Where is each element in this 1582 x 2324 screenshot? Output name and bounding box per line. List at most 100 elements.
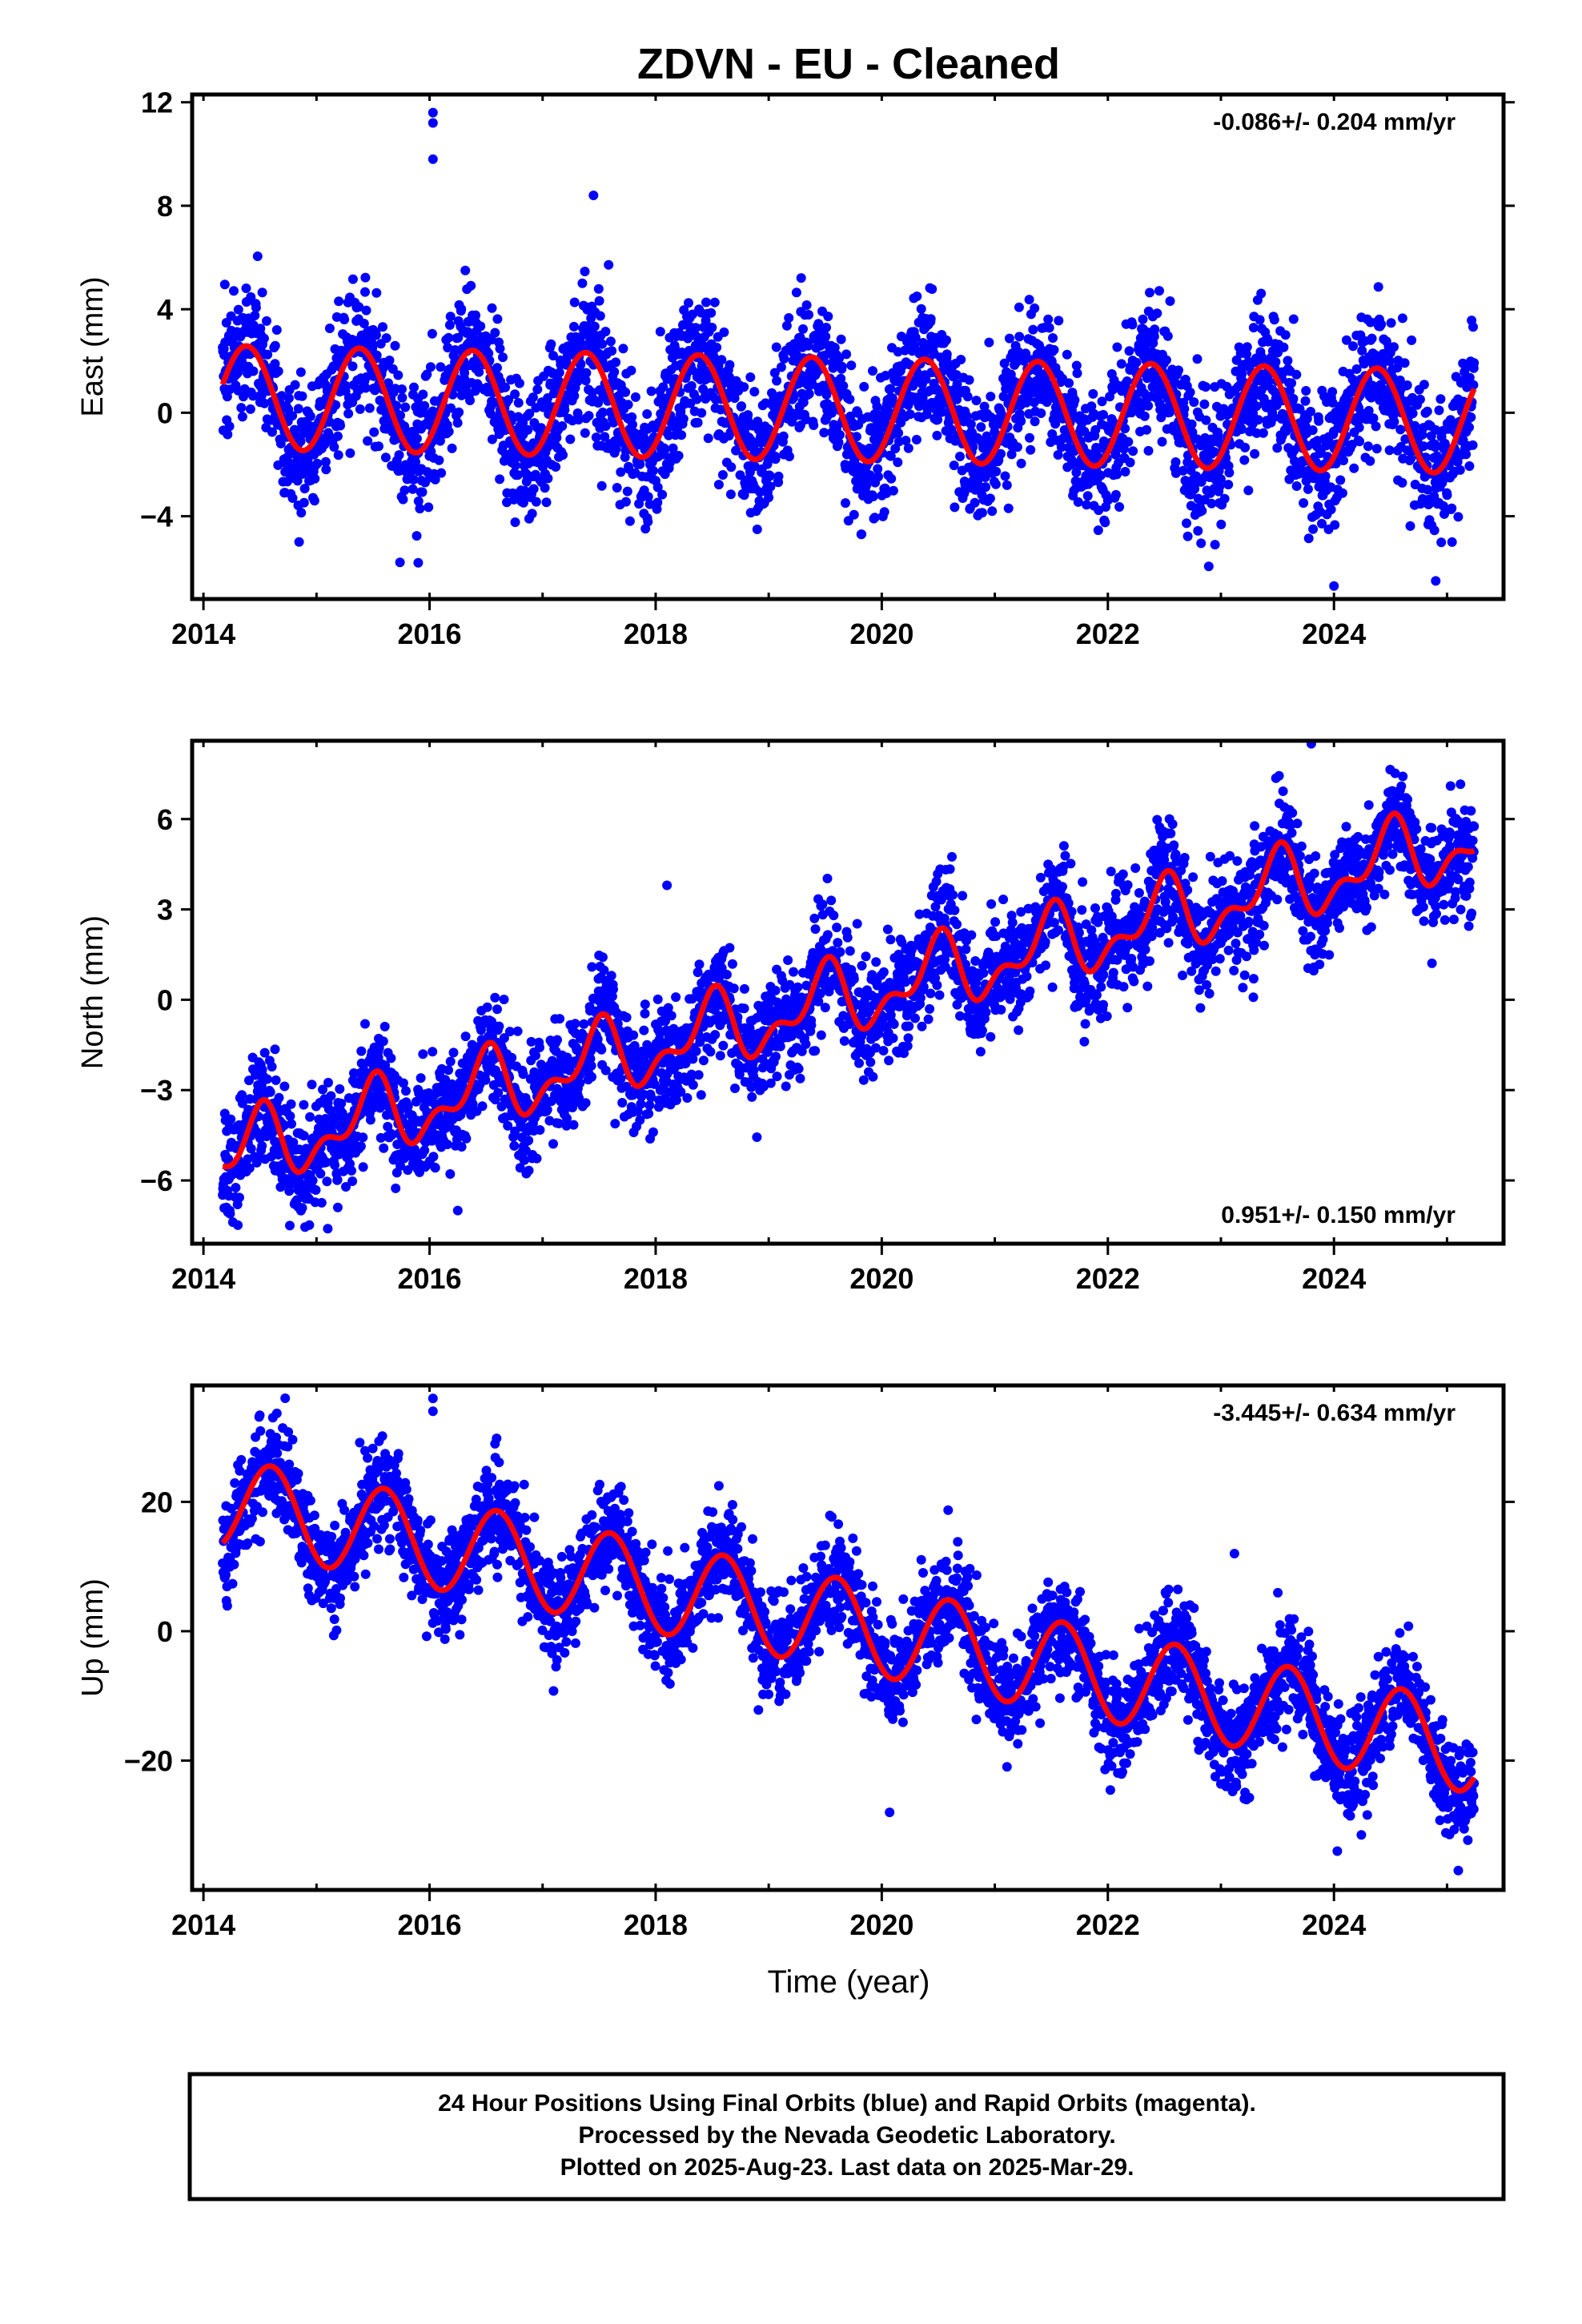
data-point [1469,358,1480,368]
data-point [466,280,476,291]
data-point [356,1046,367,1056]
data-point [606,971,616,981]
data-point [1439,509,1449,519]
data-point [833,437,844,448]
data-point [1145,287,1154,298]
data-point [630,392,640,402]
data-point [490,328,500,338]
data-point [1162,331,1173,341]
data-point [358,1132,368,1143]
data-point [809,420,819,430]
data-point [400,485,410,496]
data-point [1327,387,1338,397]
data-point [504,395,513,405]
data-point [971,396,982,406]
data-point [1185,387,1195,397]
data-point [1000,471,1010,481]
data-point [635,459,645,469]
data-point [1447,537,1457,547]
data-point [1363,405,1374,416]
data-point [1367,333,1377,344]
data-point [921,374,931,384]
data-point [1407,335,1417,345]
data-point [1269,412,1279,423]
data-point [223,1154,234,1164]
data-point [769,368,780,378]
data-point [1062,349,1072,360]
data-point [1022,397,1032,408]
data-point [1124,346,1134,356]
data-point [251,303,261,313]
data-point [299,484,310,494]
data-point [1203,561,1214,572]
data-point [299,497,309,508]
data-point [1419,441,1429,452]
data-point [436,468,447,478]
data-point [664,430,674,440]
data-point [622,486,632,497]
data-point [237,1098,247,1108]
data-point [490,992,500,1003]
data-point [543,473,553,484]
data-point [484,348,494,359]
data-point [1464,372,1475,383]
data-point [1399,358,1410,368]
data-point [413,496,424,506]
data-point [910,332,921,343]
data-point [514,378,524,388]
data-point [418,389,428,400]
y-tick-label: 0 [157,396,173,429]
data-point [379,1021,390,1031]
data-point [778,431,789,441]
data-point [360,272,371,283]
data-point [332,431,343,441]
data-point [292,476,303,486]
data-point [836,334,846,344]
data-point [1354,422,1364,432]
data-point [1012,442,1022,452]
data-point [819,428,829,438]
data-point [480,1075,491,1085]
data-point [835,430,845,440]
data-point [557,421,568,431]
data-point [287,493,298,503]
data-point [1239,455,1250,465]
data-point [1335,475,1346,485]
data-point [1264,399,1275,409]
data-point [687,365,697,376]
data-point [425,362,436,372]
data-point [834,353,845,364]
data-point [1110,489,1121,500]
data-point [510,460,520,471]
data-point [1073,497,1083,507]
data-point [781,320,792,331]
data-point [644,1100,655,1111]
data-point [1250,448,1260,459]
data-point [1302,413,1312,424]
outlier-point [428,154,438,164]
data-point [946,424,957,435]
data-point [1098,409,1108,420]
data-point [676,406,686,416]
data-point [966,419,976,429]
data-point [285,1220,295,1231]
data-point [927,284,938,294]
data-point [618,344,628,354]
data-point [1303,533,1314,544]
data-point [1242,342,1252,352]
data-point [293,404,303,414]
data-point [652,497,663,508]
data-point [729,393,740,404]
data-point [248,366,259,376]
data-point [1112,469,1122,480]
data-point [872,401,882,412]
data-point [821,332,831,342]
data-point [324,324,335,333]
data-point [1064,378,1074,388]
data-point [477,1101,488,1112]
data-point [820,350,830,360]
data-point [560,404,570,415]
data-point [593,283,604,294]
data-point [597,339,608,349]
data-point [245,404,255,414]
